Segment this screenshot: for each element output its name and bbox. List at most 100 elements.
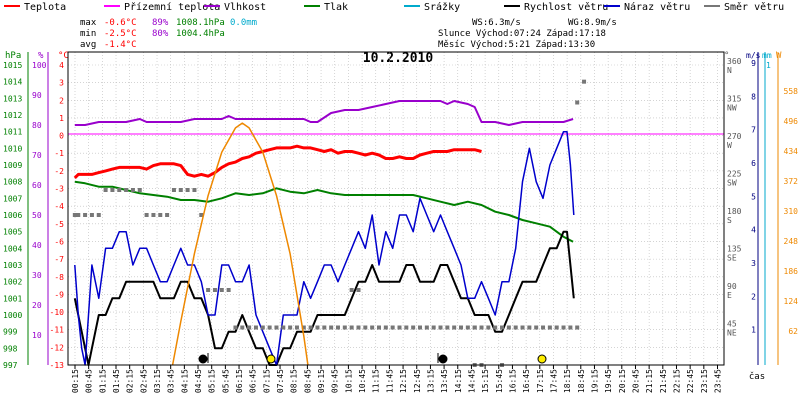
wind-direction-point <box>472 325 477 330</box>
y-tick-label-hpa: 1010 <box>3 144 22 153</box>
axes-layer: 00:15 00:45 01:15 01:45 02:15 02:45 03:15 03:45… <box>3 52 798 393</box>
wind-direction-point <box>356 325 361 330</box>
y-tick-label-temp: -12 <box>50 343 65 352</box>
y-tick-label-dir-name: NE <box>727 329 737 338</box>
wind-direction-point <box>165 213 170 217</box>
wind-direction-point <box>383 325 388 330</box>
legend-label-wind: Rychlost větru <box>524 1 608 13</box>
y-tick-label-dir: 315 <box>727 95 742 104</box>
y-tick-label-pct: 20 <box>32 301 42 310</box>
stats-max-hum: 89% <box>152 18 169 28</box>
stats-min-hum: 80% <box>152 29 169 39</box>
wind-direction-point <box>219 288 224 292</box>
stats-max-temp: -0.6°C <box>104 18 137 28</box>
wind-direction-point <box>370 325 375 330</box>
y-tick-label-ms: 7 <box>751 126 756 135</box>
axis-mm-unit: mm <box>762 51 772 60</box>
wind-direction-point <box>281 325 286 330</box>
x-tick-label: 02:45 <box>139 369 148 393</box>
x-tick-label: 14:45 <box>467 369 476 393</box>
x-tick-label: 01:15 <box>98 369 107 393</box>
y-tick-label-hpa: 1011 <box>3 128 22 137</box>
y-tick-label-temp: -4 <box>54 202 64 211</box>
y-tick-label-w: 310 <box>784 207 799 216</box>
wind-gust-max: WG:8.9m/s <box>568 18 617 28</box>
wind-speed-max: WS:6.3m/s <box>472 18 521 28</box>
y-tick-label-dir-name: NW <box>727 104 737 113</box>
x-tick-label: 07:45 <box>276 369 285 393</box>
moonrise-icon <box>198 354 208 364</box>
wind-direction-point <box>199 213 204 217</box>
wind-direction-point <box>438 325 443 330</box>
x-tick-label: 23:45 <box>713 369 722 393</box>
x-tick-label: 14:15 <box>454 369 463 393</box>
stats-min-press: 1004.4hPa <box>176 29 225 39</box>
x-tick-label: 17:45 <box>549 369 558 393</box>
wind-direction-point <box>349 325 354 330</box>
y-tick-label-pct: 60 <box>32 181 42 190</box>
x-tick-label: 04:45 <box>194 369 203 393</box>
wind-direction-point <box>144 213 149 217</box>
y-tick-label-w: 434 <box>784 147 799 156</box>
y-tick-label-ms: 8 <box>751 92 756 101</box>
y-tick-label-temp: -2 <box>54 167 64 176</box>
legend-label-gust: Náraz větru <box>624 1 690 13</box>
wind-direction-point <box>137 188 142 192</box>
axis-pct-unit: % <box>38 51 44 61</box>
x-tick-label: 10:45 <box>358 369 367 393</box>
y-tick-label-hpa: 1007 <box>3 194 22 203</box>
x-tick-label: 10:15 <box>344 369 353 393</box>
wind-direction-point <box>404 325 409 330</box>
y-tick-label-ms: 6 <box>751 159 756 168</box>
series-line-pressure <box>74 180 574 243</box>
x-tick-label: 06:15 <box>235 369 244 393</box>
x-tick-label: 00:15 <box>71 369 80 393</box>
wind-direction-point <box>342 325 347 330</box>
plot-frame <box>67 51 725 366</box>
y-tick-label-dir-name: SE <box>727 254 737 263</box>
wind-direction-point <box>76 213 81 217</box>
y-tick-label-temp: 3 <box>59 79 64 88</box>
x-tick-label: 12:15 <box>399 369 408 393</box>
y-tick-label-ms: 4 <box>751 226 756 235</box>
y-tick-label-temp: 0 <box>59 132 64 141</box>
wind-direction-point <box>547 325 552 330</box>
stats-min-label: min <box>80 29 96 39</box>
sun-times: Slunce Východ:07:24 Západ:17:18 <box>438 29 606 39</box>
y-tick-label-hpa: 999 <box>3 328 18 337</box>
series-line-humidity <box>74 100 574 126</box>
x-tick-label: 19:45 <box>604 369 613 393</box>
wind-direction-point <box>89 213 94 217</box>
y-tick-label-dir-name: W <box>727 141 732 150</box>
wind-direction-point <box>554 325 559 330</box>
y-tick-label-hpa: 1008 <box>3 178 22 187</box>
y-tick-label-dir-name: E <box>727 291 732 300</box>
y-tick-label-w: 372 <box>784 177 799 186</box>
y-tick-label-w: 248 <box>784 237 799 246</box>
y-tick-label-dir: 90 <box>727 282 737 291</box>
wind-direction-point <box>206 288 211 292</box>
y-tick-label-temp: -10 <box>50 308 65 317</box>
legend-label-temp: Teplota <box>24 2 66 13</box>
y-tick-label-temp: -9 <box>54 290 64 299</box>
wind-direction-point <box>520 325 525 330</box>
y-tick-label-hpa: 1012 <box>3 111 22 120</box>
wind-direction-point <box>465 325 470 330</box>
legend-label-dir: Směr větru <box>724 1 784 13</box>
y-tick-label-ms: 3 <box>751 259 756 268</box>
axis-ms-unit: m/s <box>746 51 761 60</box>
wind-direction-point <box>527 325 532 330</box>
wind-direction-point <box>274 325 279 330</box>
moonset-icon <box>438 354 448 364</box>
wind-direction-point <box>575 325 580 330</box>
marker-layer <box>198 353 547 364</box>
wind-direction-point <box>459 325 464 330</box>
wind-direction-point <box>335 325 340 330</box>
x-tick-label: 23:15 <box>700 369 709 393</box>
wind-direction-point <box>349 288 354 292</box>
wind-direction-point <box>253 325 258 330</box>
x-tick-label: 22:15 <box>672 369 681 393</box>
wind-direction-point <box>486 325 491 330</box>
x-tick-label: 11:45 <box>385 369 394 393</box>
